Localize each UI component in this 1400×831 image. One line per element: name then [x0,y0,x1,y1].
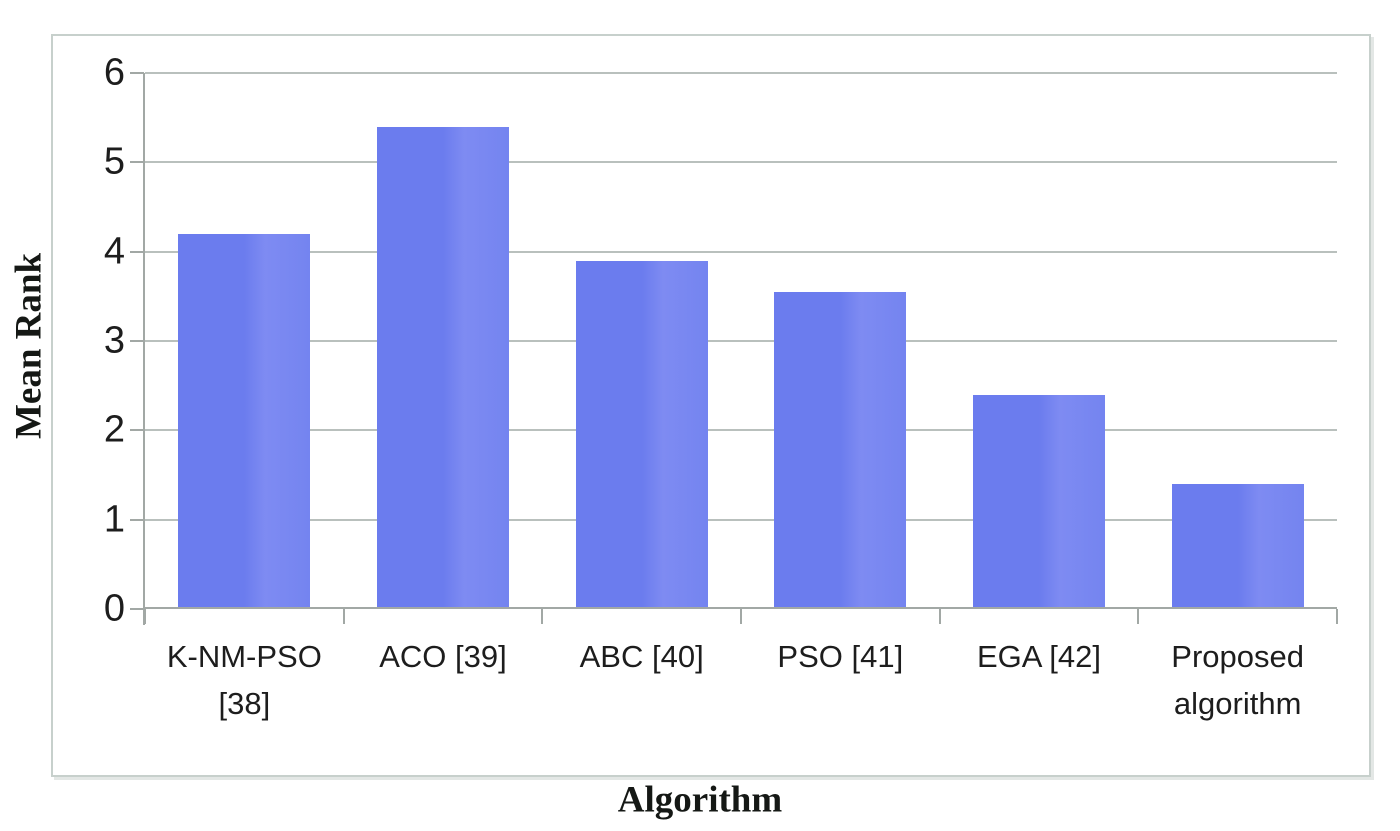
y-axis-line [143,73,145,625]
y-tick-label-6: 6 [103,51,125,94]
y-tick-label-3: 3 [103,319,125,362]
y-tick-mark-4 [130,250,144,253]
y-tick-label-1: 1 [103,498,125,541]
category-slot-4 [940,73,1139,609]
bar-1 [377,126,509,609]
bar-2 [575,260,708,609]
category-slot-1 [344,73,543,609]
x-category-label-2: ABC [40] [579,639,704,674]
plot-area: 0 1 2 3 4 5 6 K-NM-PSO [38] ACO [39] ABC [40] PSO … [104,52,1338,721]
y-tick-label-0: 0 [103,587,125,630]
gridline-y-5 [145,161,1337,164]
y-tick-mark-0 [130,608,144,610]
category-slot-3 [741,73,940,609]
y-tick-label-5: 5 [103,140,125,183]
x-category-label-4: EGA [42] [976,639,1102,674]
x-tick-mark-2 [541,609,544,624]
gridline-y-3 [145,340,1337,342]
bar-5 [1171,483,1304,609]
bar-4 [973,394,1105,609]
y-axis-title: Mean Rank [8,252,50,440]
gridline-y-4 [145,250,1337,253]
x-axis-title: Algorithm [617,779,783,821]
y-tick-mark-6 [130,72,144,74]
x-category-label-0: K-NM-PSO [38] [166,639,322,721]
x-category-label-5: Proposed algorithm [1171,639,1305,721]
x-axis-line [143,607,1337,609]
category-slot-0 [145,73,344,609]
category-slot-2 [542,73,741,609]
x-category-label-1: ACO [39] [379,639,507,674]
gridline-y-6 [145,72,1337,74]
x-tick-mark-5 [1137,609,1140,624]
category-slot-5 [1138,73,1337,609]
x-tick-mark-1 [342,609,345,624]
x-tick-mark-4 [938,609,941,624]
x-tick-mark-0 [144,609,146,624]
x-category-label-3: PSO [41] [777,639,904,674]
x-tick-mark-3 [740,609,742,624]
y-tick-label-2: 2 [103,408,125,451]
y-tick-mark-3 [130,340,144,342]
bar-3 [774,291,907,609]
x-tick-mark-6 [1336,609,1338,624]
chart-frame: 0 1 2 3 4 5 6 K-NM-PSO [38] ACO [39] ABC [40] PSO … [51,34,1371,777]
gridline-y-2 [145,429,1337,432]
y-tick-mark-2 [130,429,144,432]
bar-0 [178,233,311,609]
y-tick-mark-1 [130,518,144,521]
y-tick-label-4: 4 [103,230,125,273]
gridline-y-1 [145,518,1337,521]
y-tick-mark-5 [130,161,144,164]
